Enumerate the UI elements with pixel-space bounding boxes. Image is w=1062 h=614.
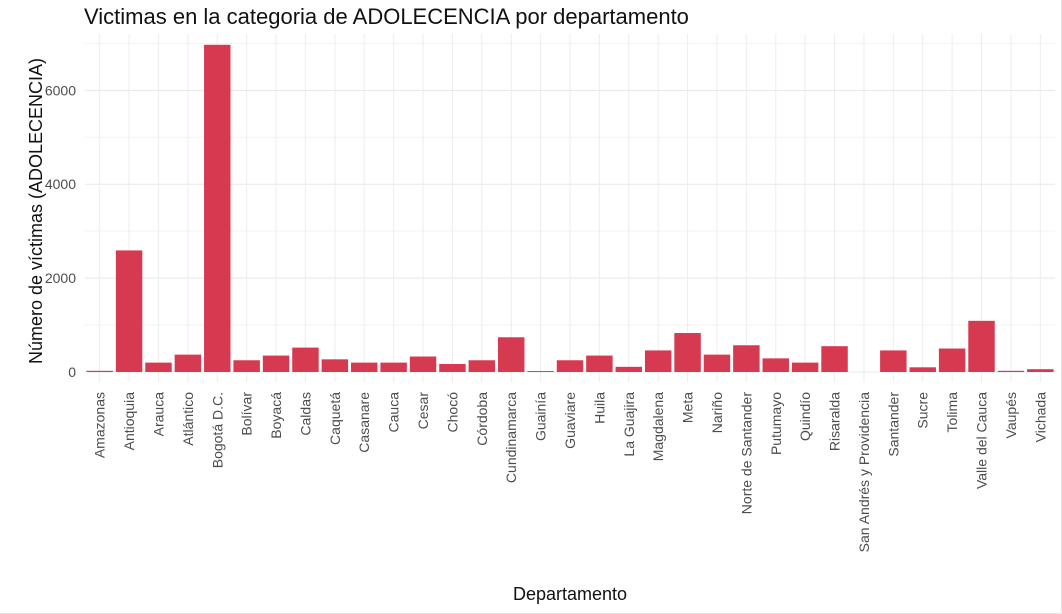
bar-4	[204, 44, 231, 373]
x-tick-label: San Andrés y Providencia	[856, 392, 872, 553]
x-axis-title: Departamento	[513, 584, 627, 604]
bar-10	[380, 362, 407, 372]
bar-6	[262, 355, 290, 372]
bar-2	[145, 362, 172, 372]
x-tick-labels: Amazonas Antioquia Arauca Atlántico Bogotá D…	[92, 392, 1049, 553]
x-tick-label: Casanare	[356, 392, 372, 453]
chart-title: Victimas en la categoria de ADOLECENCIA …	[84, 4, 689, 29]
x-tick-label: Cauca	[386, 392, 402, 433]
bar-7	[292, 347, 319, 372]
x-tick-label: Santander	[885, 392, 901, 457]
bar-27	[880, 350, 907, 372]
x-tick-label: Chocó	[444, 392, 460, 433]
bar-1	[115, 250, 143, 372]
y-tick-label: 6000	[45, 82, 76, 98]
x-tick-label: Huila	[591, 392, 607, 424]
bar-8	[321, 359, 349, 372]
x-tick-label: Caldas	[297, 392, 313, 436]
y-tick-label: 0	[68, 364, 76, 380]
x-tick-label: Antioquia	[121, 392, 137, 451]
x-tick-label: Atlántico	[180, 392, 196, 446]
x-tick-label: Tolima	[944, 392, 960, 433]
bar-23	[762, 358, 789, 372]
x-tick-label: Bolívar	[239, 392, 255, 436]
bar-9	[351, 362, 378, 372]
bar-24	[791, 362, 819, 372]
bar-0	[86, 370, 113, 372]
x-tick-label: Cesar	[415, 392, 431, 430]
x-tick-label: Caquetá	[327, 392, 343, 445]
x-tick-label: Arauca	[150, 392, 166, 437]
x-tick-label: Cundinamarca	[503, 392, 519, 483]
bar-11	[409, 356, 437, 372]
x-tick-label: Nariño	[709, 392, 725, 433]
x-tick-label: Amazonas	[92, 392, 108, 458]
x-tick-label: Vichada	[1032, 392, 1048, 443]
bar-13	[468, 360, 496, 372]
y-tick-label: 4000	[45, 176, 76, 192]
bar-19	[644, 350, 672, 372]
x-tick-label: Córdoba	[474, 392, 490, 446]
y-tick-label: 2000	[45, 270, 76, 286]
bar-32	[1027, 369, 1054, 372]
bar-12	[439, 364, 466, 372]
bar-25	[821, 346, 848, 372]
x-tick-label: Magdalena	[650, 392, 666, 461]
x-tick-label: Bogotá D.C.	[209, 392, 225, 468]
bar-29	[938, 348, 966, 372]
x-tick-label: Norte de Santander	[738, 392, 754, 515]
bar-28	[909, 367, 936, 372]
bar-30	[968, 320, 995, 372]
bar-14	[497, 337, 525, 372]
bar-22	[733, 345, 760, 372]
bar-18	[615, 366, 643, 372]
bar-17	[586, 355, 613, 372]
x-tick-label: Risaralda	[827, 392, 843, 451]
bar-3	[174, 354, 202, 372]
y-tick-labels: 0 2000 4000 6000	[45, 82, 76, 380]
bar-31	[997, 370, 1025, 372]
bar-layer	[86, 44, 1054, 373]
x-tick-label: Meta	[680, 392, 696, 423]
x-tick-label: Valle del Cauca	[974, 392, 990, 489]
x-tick-label: Vaupés	[1003, 392, 1019, 438]
x-tick-label: Quindío	[797, 392, 813, 441]
y-axis-title: Número de víctimas (ADOLECENCIA)	[26, 58, 46, 364]
x-tick-label: Guainía	[533, 392, 549, 441]
x-tick-label: Putumayo	[768, 392, 784, 455]
bar-5	[233, 360, 260, 372]
x-tick-label: Boyacá	[268, 392, 284, 439]
bar-21	[703, 354, 731, 372]
bar-16	[556, 360, 584, 372]
bar-15	[527, 371, 554, 372]
x-tick-label: Guaviare	[562, 392, 578, 449]
x-tick-label: Sucre	[915, 392, 931, 429]
x-tick-label: La Guajira	[621, 392, 637, 457]
bar-20	[674, 333, 701, 372]
